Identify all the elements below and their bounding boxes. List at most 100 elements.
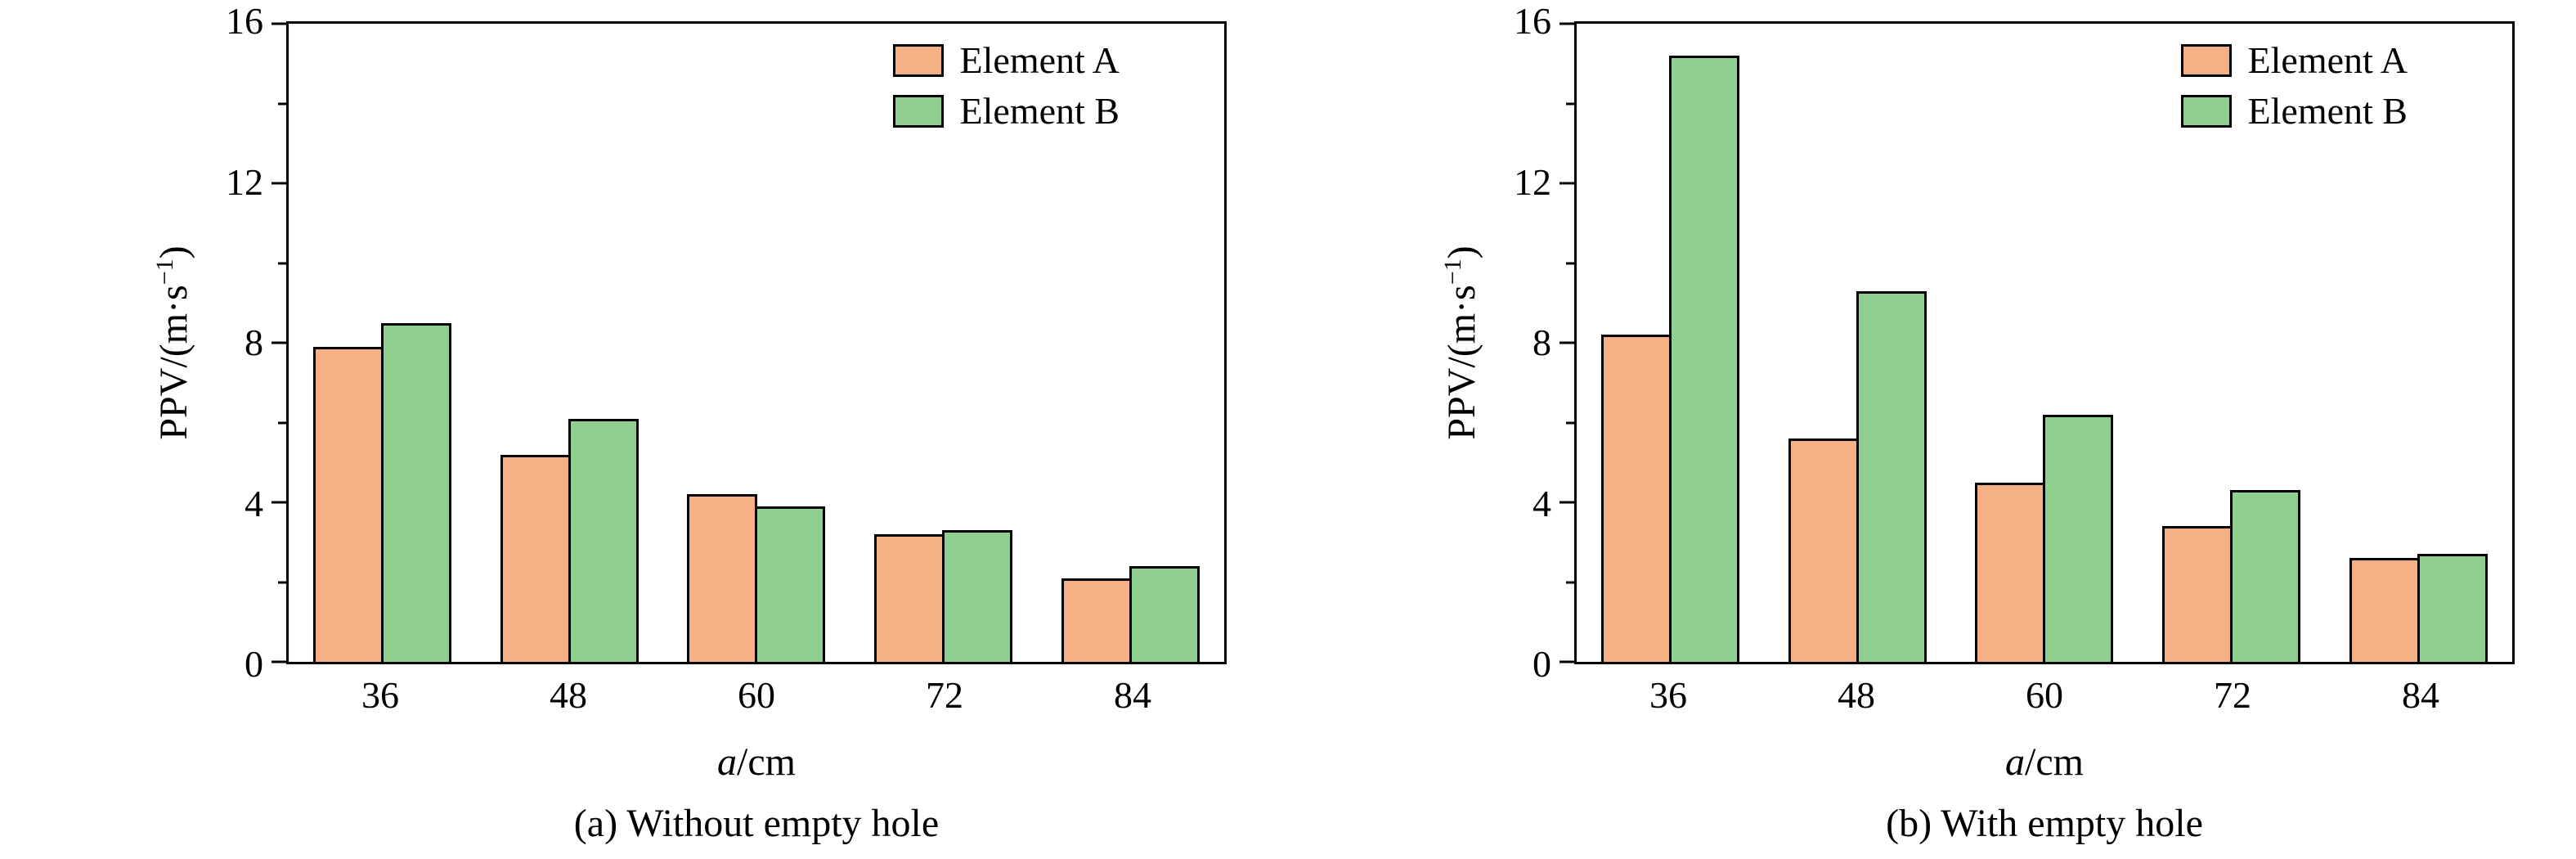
y-axis-tick-labels: 0 4 8 12 16	[1288, 2, 1551, 683]
y-minor-tick-mark	[278, 581, 286, 583]
x-tick-label: 72	[2214, 674, 2251, 716]
bar-element-a	[2162, 526, 2233, 662]
y-axis-tick-labels: 0 4 8 12 16	[0, 2, 263, 683]
y-tick-label: 0	[1533, 643, 1551, 685]
bar-group	[476, 24, 663, 662]
y-tick-mark	[1560, 341, 1574, 344]
y-tick-label: 4	[245, 482, 263, 524]
y-tick-label: 12	[1514, 160, 1551, 203]
x-tick-label: 36	[361, 674, 399, 716]
plot-area: Element A Element B	[272, 21, 1227, 664]
legend: Element A Element B	[892, 39, 1120, 132]
y-minor-tick-mark	[278, 262, 286, 264]
bar-element-b	[1856, 290, 1927, 662]
bar-element-a	[687, 494, 758, 662]
bars-layer	[1577, 24, 2512, 662]
y-minor-tick-mark	[1566, 262, 1574, 264]
bar-element-a	[312, 346, 384, 662]
legend-item-element-a: Element A	[892, 39, 1120, 81]
bar-group	[663, 24, 850, 662]
bar-element-b	[755, 506, 826, 662]
y-tick-mark	[272, 660, 286, 663]
x-tick-label: 48	[550, 674, 587, 716]
x-tick-label: 84	[2402, 674, 2439, 716]
y-tick-label: 12	[226, 160, 263, 203]
chart-panel-a: PPV/(m·s−1) 0 4 8 12 16 Element A Element B …	[0, 2, 1227, 845]
y-tick-label: 16	[1514, 0, 1551, 42]
legend-label-element-b: Element B	[959, 90, 1120, 132]
x-tick-label: 60	[738, 674, 775, 716]
x-tick-label: 60	[2026, 674, 2063, 716]
x-axis-label-variable: a	[2005, 740, 2025, 784]
x-tick-label: 72	[926, 674, 963, 716]
bar-element-a	[1600, 335, 1672, 662]
bar-element-b	[2230, 490, 2301, 662]
legend-swatch-element-b	[892, 95, 944, 128]
y-tick-label: 8	[1533, 322, 1551, 363]
legend: Element A Element B	[2180, 39, 2408, 132]
legend-label-element-a: Element A	[2247, 39, 2408, 81]
x-tick-label: 48	[1838, 674, 1875, 716]
y-tick-mark	[1560, 22, 1574, 25]
x-tick-label: 36	[1649, 674, 1687, 716]
y-tick-mark	[272, 501, 286, 504]
bar-element-b	[942, 530, 1013, 662]
bar-group	[289, 24, 476, 662]
y-tick-mark	[1560, 501, 1574, 504]
y-tick-label: 4	[1533, 482, 1551, 524]
y-tick-mark	[272, 182, 286, 185]
bar-element-a	[1975, 482, 2046, 662]
legend-item-element-a: Element A	[2180, 39, 2408, 81]
y-minor-tick-mark	[278, 421, 286, 424]
y-tick-mark	[1560, 660, 1574, 663]
y-tick-label: 8	[245, 322, 263, 363]
legend-label-element-b: Element B	[2247, 90, 2408, 132]
x-tick-label: 84	[1114, 674, 1151, 716]
legend-swatch-element-a	[2180, 44, 2232, 77]
y-minor-tick-mark	[278, 102, 286, 105]
bar-element-a	[500, 454, 571, 662]
bar-group	[1577, 24, 1764, 662]
legend-swatch-element-a	[892, 44, 944, 77]
plot-area: Element A Element B	[1560, 21, 2515, 664]
x-axis-label: a/cm	[1574, 739, 2515, 786]
y-tick-mark	[272, 22, 286, 25]
bar-group	[2325, 24, 2512, 662]
bar-element-a	[1061, 578, 1133, 662]
x-axis-tick-labels: 36 48 60 72 84	[1574, 672, 2515, 717]
chart-panel-b: PPV/(m·s−1) 0 4 8 12 16 Element A Element B …	[1288, 0, 2576, 859]
legend-label-element-a: Element A	[959, 39, 1120, 81]
y-minor-tick-mark	[1566, 102, 1574, 105]
bar-element-a	[1788, 438, 1859, 662]
y-tick-mark	[1560, 182, 1574, 185]
y-axis-ticks	[272, 22, 286, 663]
bar-element-b	[2043, 414, 2114, 662]
bars-layer	[289, 24, 1224, 662]
legend-swatch-element-b	[2180, 95, 2232, 128]
bar-element-b	[1668, 56, 1739, 662]
bar-group	[1951, 24, 2138, 662]
bar-group	[1764, 24, 1951, 662]
bar-element-a	[2349, 558, 2421, 662]
y-tick-label: 0	[245, 643, 263, 685]
x-axis-label-unit: /cm	[737, 740, 796, 784]
x-axis-label-unit: /cm	[2025, 740, 2084, 784]
bar-element-b	[380, 322, 451, 662]
x-axis-label-variable: a	[717, 740, 737, 784]
legend-item-element-b: Element B	[2180, 90, 2408, 132]
x-axis-tick-labels: 36 48 60 72 84	[286, 672, 1227, 717]
subfigure-caption-b: (b) With empty hole	[1886, 802, 2203, 845]
y-tick-label: 16	[226, 0, 263, 42]
bar-element-b	[1129, 566, 1200, 662]
y-minor-tick-mark	[1566, 421, 1574, 424]
bar-group	[1037, 24, 1224, 662]
bar-group	[2138, 24, 2325, 662]
y-tick-mark	[272, 341, 286, 344]
bar-element-b	[2417, 554, 2488, 662]
bar-group	[850, 24, 1037, 662]
y-axis-ticks	[1560, 22, 1574, 663]
legend-item-element-b: Element B	[892, 90, 1120, 132]
bar-element-b	[568, 418, 639, 662]
bar-element-a	[874, 534, 945, 662]
subfigure-caption-a: (a) Without empty hole	[573, 802, 940, 845]
